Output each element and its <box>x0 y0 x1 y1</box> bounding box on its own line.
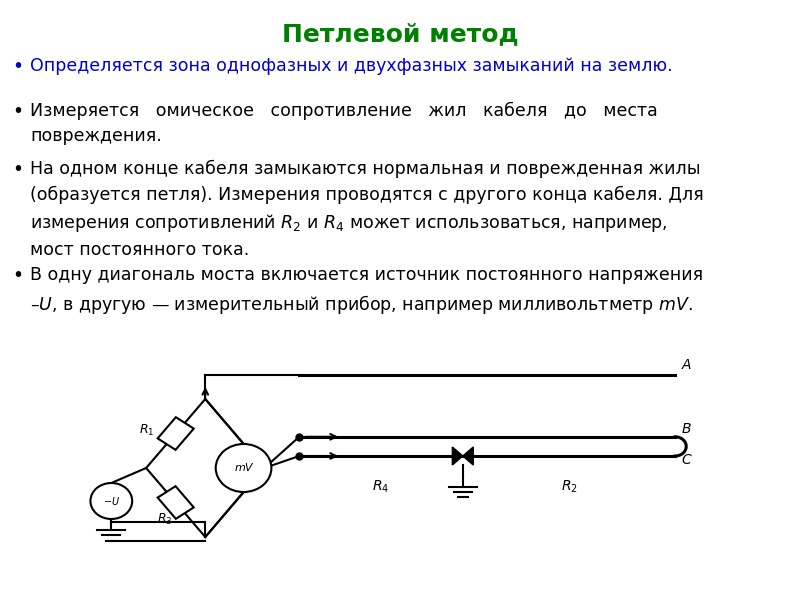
Text: На одном конце кабеля замыкаются нормальная и поврежденная жилы
(образуется петл: На одном конце кабеля замыкаются нормаль… <box>30 160 704 259</box>
Text: Петлевой метод: Петлевой метод <box>282 22 518 46</box>
Text: •: • <box>12 266 23 285</box>
Circle shape <box>90 483 132 519</box>
Text: $R_2$: $R_2$ <box>561 479 578 495</box>
Text: mV: mV <box>234 463 253 473</box>
Text: •: • <box>12 57 23 76</box>
Polygon shape <box>158 486 194 519</box>
Text: $R_3$: $R_3$ <box>157 511 173 527</box>
Text: $R_1$: $R_1$ <box>139 423 154 439</box>
Text: Определяется зона однофазных и двухфазных замыканий на землю.: Определяется зона однофазных и двухфазны… <box>30 57 673 75</box>
Text: Измеряется   омическое   сопротивление   жил   кабеля   до   места
повреждения.: Измеряется омическое сопротивление жил к… <box>30 102 658 145</box>
Polygon shape <box>463 447 474 465</box>
Text: •: • <box>12 102 23 121</box>
Text: $R_4$: $R_4$ <box>373 479 390 495</box>
Text: $-U$: $-U$ <box>102 495 120 507</box>
Text: $A$: $A$ <box>681 358 692 372</box>
Text: •: • <box>12 160 23 179</box>
Text: $C$: $C$ <box>681 453 692 467</box>
Circle shape <box>216 444 271 492</box>
Polygon shape <box>158 417 194 450</box>
Text: $B$: $B$ <box>681 422 691 436</box>
Polygon shape <box>452 447 463 465</box>
Text: В одну диагональ моста включается источник постоянного напряжения
–$U$, в другую: В одну диагональ моста включается источн… <box>30 266 703 316</box>
